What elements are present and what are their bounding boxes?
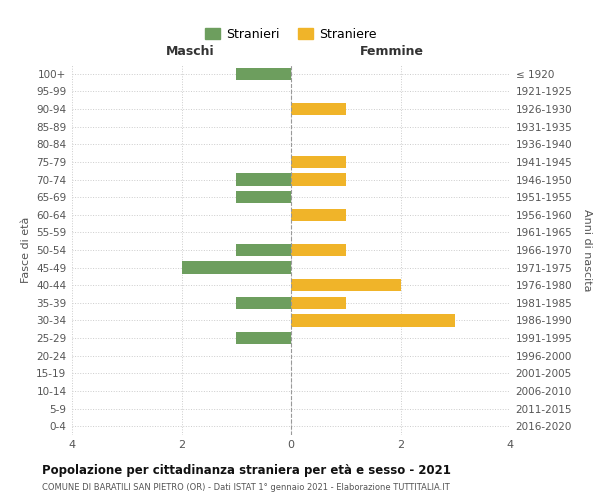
Text: Femmine: Femmine	[360, 44, 424, 58]
Text: Popolazione per cittadinanza straniera per età e sesso - 2021: Popolazione per cittadinanza straniera p…	[42, 464, 451, 477]
Bar	[291, 103, 346, 115]
Bar	[236, 68, 291, 80]
Legend: Stranieri, Straniere: Stranieri, Straniere	[200, 23, 382, 46]
Bar	[236, 332, 291, 344]
Bar	[291, 279, 401, 291]
Bar	[236, 174, 291, 186]
Y-axis label: Anni di nascita: Anni di nascita	[582, 209, 592, 291]
Y-axis label: Fasce di età: Fasce di età	[20, 217, 31, 283]
Bar	[291, 156, 346, 168]
Bar	[236, 191, 291, 203]
Bar	[182, 262, 291, 274]
Text: COMUNE DI BARATILI SAN PIETRO (OR) - Dati ISTAT 1° gennaio 2021 - Elaborazione T: COMUNE DI BARATILI SAN PIETRO (OR) - Dat…	[42, 482, 450, 492]
Bar	[291, 314, 455, 326]
Bar	[291, 208, 346, 221]
Bar	[291, 244, 346, 256]
Text: Maschi: Maschi	[166, 44, 215, 58]
Bar	[291, 174, 346, 186]
Bar	[291, 296, 346, 309]
Bar	[236, 244, 291, 256]
Bar	[236, 296, 291, 309]
